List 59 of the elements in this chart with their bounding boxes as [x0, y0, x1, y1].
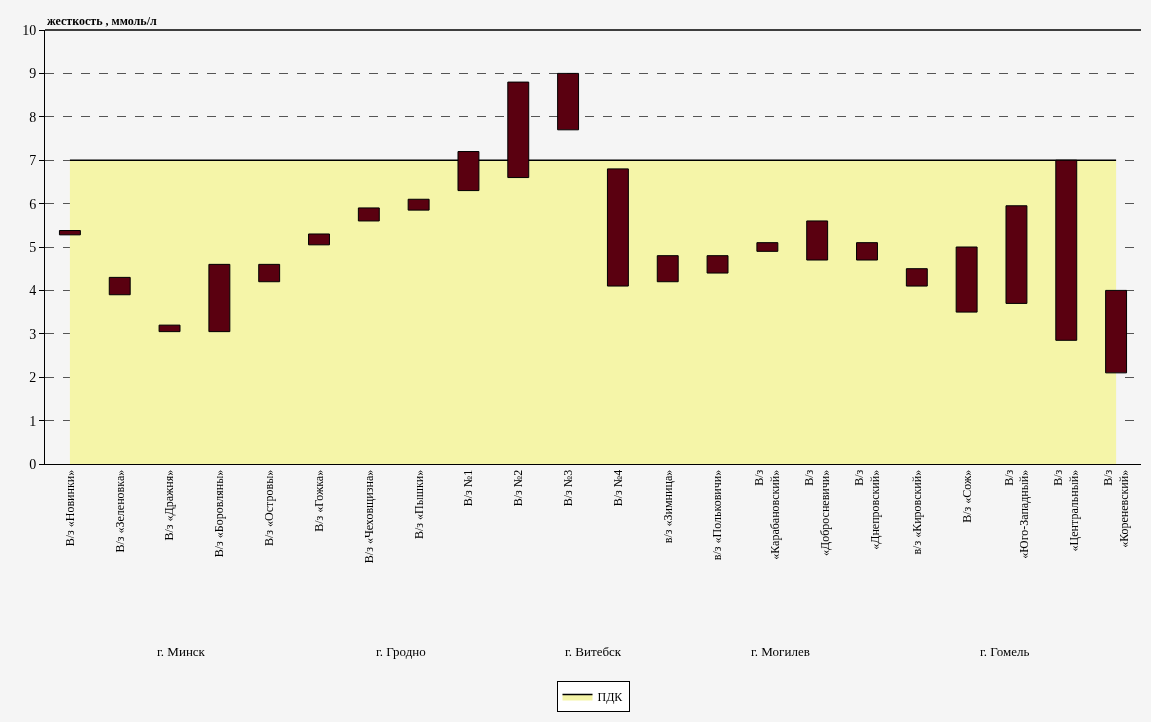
x-tick-label: в/з «Кировский» [909, 469, 924, 555]
bar [158, 324, 181, 333]
x-tick-label: В/з «Сож» [959, 469, 974, 523]
y-tick-label: 10 [22, 22, 37, 38]
bar [856, 242, 878, 261]
bar [208, 263, 231, 333]
x-tick-label: В/з «Центральный» [1051, 469, 1081, 552]
y-tick-label: 7 [29, 153, 37, 169]
y-tick-label: 4 [29, 283, 37, 299]
bar [407, 198, 430, 211]
text: г. Гомель [980, 644, 1030, 659]
bar [656, 255, 679, 283]
bar [905, 268, 928, 287]
bar [1105, 289, 1128, 374]
x-tick-label: В/з №2 [511, 469, 526, 507]
bar [357, 207, 380, 222]
x-tick-label: В/з «Островы» [262, 469, 277, 546]
bar [606, 168, 629, 287]
y-tick-label: 8 [29, 109, 37, 125]
x-tick-label: В/з «Пышки» [411, 469, 426, 540]
bar [706, 255, 729, 274]
bar [955, 246, 978, 313]
y-tick-label: 9 [29, 66, 37, 82]
x-tick-label: В/з «Гожка» [311, 469, 326, 532]
x-tick-label: В/з «Карабановский» [752, 469, 783, 560]
bar [806, 220, 829, 261]
text: г. Витебск [565, 644, 622, 659]
bar [557, 72, 580, 131]
y-axis-title: жесткость , ммоль/л [47, 14, 157, 28]
x-tick-label: В/з «Новинки» [62, 469, 77, 547]
x-tick-label: В/з «Дражня» [162, 469, 177, 541]
bar [756, 242, 779, 252]
x-tick-label: В/з «Юго-Западный» [1001, 469, 1032, 559]
x-tick-label: в/з «Зимница» [660, 469, 675, 544]
y-tick-label: 5 [29, 239, 37, 255]
x-tick-label: В/з «Добросневичи» [802, 469, 832, 557]
x-tick-label: В/з «Кореневский» [1101, 469, 1131, 548]
text: г. Могилев [751, 644, 810, 659]
x-tick-label: В/з «Боровляны» [212, 469, 227, 558]
x-tick-label: В/з «Чеховщизна» [361, 469, 376, 564]
y-tick-label: 0 [29, 456, 37, 472]
bar [1005, 205, 1028, 304]
bar [58, 230, 81, 236]
bar [308, 233, 330, 246]
bar [108, 276, 131, 296]
legend-label: ПДК [597, 690, 624, 705]
bar [258, 263, 281, 283]
y-tick-label: 6 [29, 196, 37, 212]
y-tick-label: 3 [29, 326, 37, 342]
y-tick-label: 1 [29, 413, 37, 429]
text: г. Гродно [376, 644, 426, 659]
y-tick-label: 2 [29, 370, 37, 386]
x-tick-label: В/з №3 [560, 469, 575, 507]
x-tick-label: В/з №4 [610, 469, 625, 507]
x-tick-label: В/з «Зеленовка» [112, 469, 127, 553]
text: г. Минск [157, 644, 206, 659]
x-tick-label: В/з «Днепровский» [852, 469, 882, 550]
x-tick-label: В/з №1 [461, 469, 476, 507]
x-tick-label: в/з «Польковичи» [710, 469, 725, 561]
